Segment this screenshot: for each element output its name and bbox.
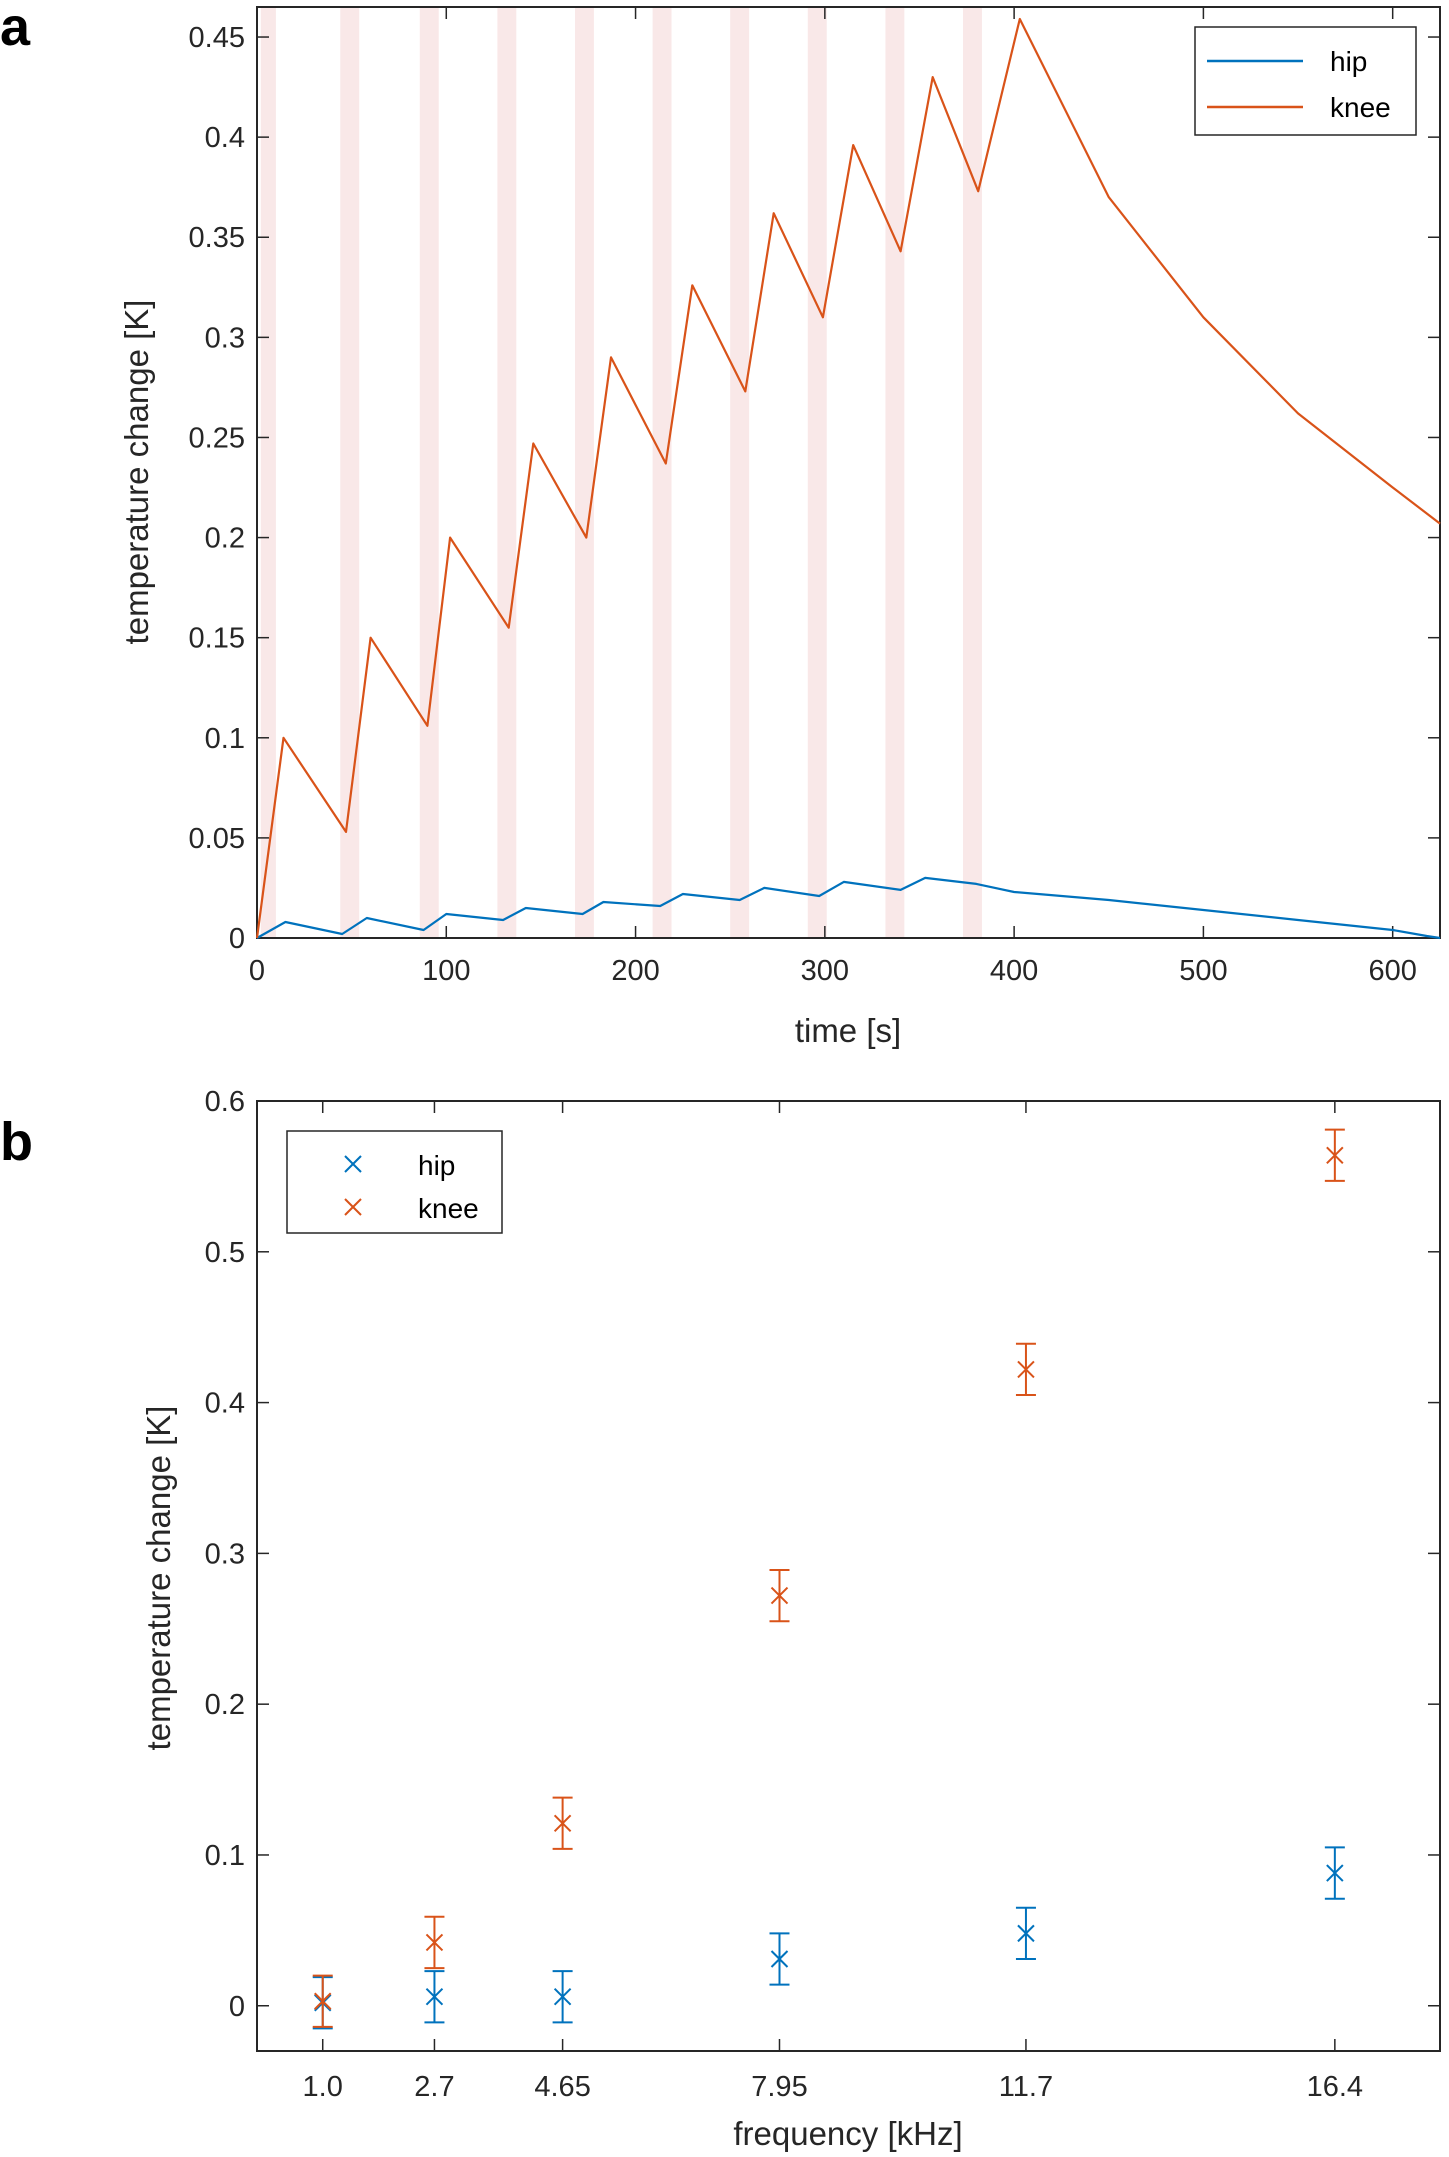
stimulus-band-4 <box>574 7 594 938</box>
x-tick-label-a-1: 100 <box>422 955 470 987</box>
legend-label-hip: hip <box>1330 46 1367 77</box>
x-tick-label-a-3: 300 <box>801 955 849 987</box>
legend-label-knee: knee <box>1330 92 1391 123</box>
y-tick-label-b-2: 0.2 <box>205 1689 245 1721</box>
y-tick-label-a-4: 0.2 <box>205 523 245 555</box>
legend-box-a <box>1194 26 1417 136</box>
legend-label-knee-b: knee <box>418 1193 479 1224</box>
stimulus-band-0 <box>260 7 276 938</box>
legend-cross-hip <box>344 1155 362 1173</box>
point-hip-2 <box>553 1988 572 2006</box>
y-axis-label-a: temperature change [K] <box>118 300 155 645</box>
y-tick-label-a-6: 0.3 <box>205 322 245 354</box>
point-hip-3 <box>770 1950 789 1968</box>
y-tick-label-b-4: 0.4 <box>205 1388 245 1420</box>
x-axis-a: 0 100 200 300 400 500 600 <box>249 7 1417 987</box>
x-tick-label-b-3: 7.95 <box>751 2071 807 2103</box>
y-tick-label-a-0: 0 <box>229 923 245 955</box>
line-hip <box>256 876 1441 940</box>
point-knee-5 <box>1326 1146 1344 1164</box>
x-tick-label-a-5: 500 <box>1179 955 1227 987</box>
y-axis-a: 0 0.05 0.1 0.15 0.2 0.25 0.3 0.35 0.4 0.45 <box>189 22 1440 955</box>
stimulus-band-6 <box>730 7 750 938</box>
stimulus-band-3 <box>497 7 517 938</box>
x-axis-label-b: frequency [kHz] <box>733 2115 962 2152</box>
y-tick-label-b-5: 0.5 <box>205 1237 245 1269</box>
y-tick-label-b-0: 0 <box>229 1991 245 2023</box>
x-tick-label-a-6: 600 <box>1368 955 1416 987</box>
y-tick-label-a-8: 0.4 <box>205 122 245 154</box>
stimulus-bands <box>260 7 982 938</box>
stimulus-band-7 <box>807 7 827 938</box>
x-tick-label-b-5: 16.4 <box>1307 2071 1363 2103</box>
y-tick-label-a-7: 0.35 <box>189 222 245 254</box>
point-knee-3 <box>770 1586 789 1605</box>
y-tick-label-b-6: 0.6 <box>205 1086 245 1118</box>
stimulus-band-1 <box>340 7 360 938</box>
line-knee <box>255 17 1441 939</box>
y-axis-b: 0 0.1 0.2 0.3 0.4 0.5 0.6 <box>205 1086 1440 2023</box>
y-tick-label-a-2: 0.1 <box>205 723 245 755</box>
series-lines-a <box>255 17 1441 940</box>
point-knee-0 <box>314 1992 332 2010</box>
point-hip-4 <box>1017 1924 1035 1943</box>
x-tick-label-a-4: 400 <box>990 955 1038 987</box>
y-tick-label-a-5: 0.25 <box>189 422 245 454</box>
y-tick-label-b-3: 0.3 <box>205 1538 245 1570</box>
x-tick-label-b-1: 2.7 <box>414 2071 454 2103</box>
panel-a: a 0 0.05 0.1 0.15 0.2 0.25 0.3 0.35 0.4 0.45 0 100… <box>0 0 1441 1049</box>
x-tick-label-a-0: 0 <box>249 955 265 987</box>
x-tick-label-a-2: 200 <box>611 955 659 987</box>
point-hip-5 <box>1326 1864 1344 1882</box>
point-knee-2 <box>553 1814 572 1833</box>
data-points-b <box>312 1128 1345 2030</box>
y-tick-label-a-9: 0.45 <box>189 22 245 54</box>
stimulus-band-2 <box>419 7 439 938</box>
point-knee-1 <box>425 1933 444 1952</box>
point-knee-4 <box>1017 1360 1035 1379</box>
y-axis-label-b: temperature change [K] <box>140 1406 177 1751</box>
x-axis-b: 1.0 2.7 4.65 7.95 11.7 16.4 <box>303 1101 1363 2103</box>
x-tick-label-b-0: 1.0 <box>303 2071 343 2103</box>
panel-a-letter: a <box>0 0 31 57</box>
panel-b: b 0 0.1 0.2 0.3 0.4 0.5 0.6 1.0 2.7 4.65 7.95 11.7… <box>0 1086 1441 2152</box>
legend-label-hip-b: hip <box>418 1150 455 1181</box>
legend-a: hip knee <box>1194 26 1417 136</box>
legend-cross-knee <box>344 1198 362 1216</box>
stimulus-band-8 <box>885 7 905 938</box>
plot-area-a <box>256 6 1441 939</box>
stimulus-band-5 <box>652 7 672 938</box>
legend-marker-hip <box>344 1155 362 1173</box>
legend-b: hip knee <box>286 1130 503 1234</box>
panel-b-letter: b <box>0 1112 33 1172</box>
y-tick-label-a-3: 0.15 <box>189 623 245 655</box>
x-tick-label-b-4: 11.7 <box>999 2071 1053 2103</box>
y-tick-label-a-1: 0.05 <box>189 823 245 855</box>
stimulus-band-9 <box>963 7 982 938</box>
point-hip-1 <box>425 1988 444 2006</box>
x-axis-label-a: time [s] <box>795 1012 901 1049</box>
legend-marker-knee <box>344 1198 362 1216</box>
legend-box-b <box>286 1130 503 1234</box>
y-tick-label-b-1: 0.1 <box>205 1840 245 1872</box>
plot-area-b <box>256 1100 1441 2052</box>
x-tick-label-b-2: 4.65 <box>534 2071 590 2103</box>
